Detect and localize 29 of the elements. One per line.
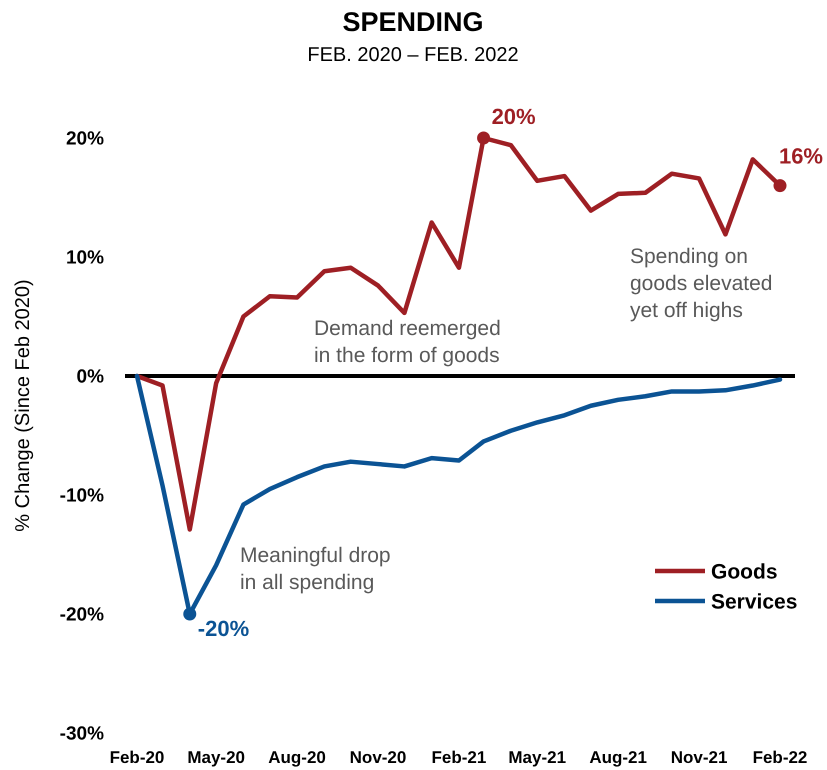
point bbox=[477, 132, 490, 144]
y-axis-title: % Change (Since Feb 2020) bbox=[12, 279, 34, 532]
x-tick-label: Feb-22 bbox=[752, 748, 808, 767]
annotation: -20% bbox=[198, 616, 250, 641]
legend-label: Goods bbox=[711, 560, 778, 584]
point bbox=[774, 179, 786, 192]
legend-label: Services bbox=[711, 590, 798, 614]
y-tick-label: 10% bbox=[66, 248, 104, 269]
x-tick-label: May-20 bbox=[187, 748, 245, 767]
y-tick-label: -20% bbox=[60, 604, 104, 626]
y-tick-label: -30% bbox=[60, 724, 104, 745]
point bbox=[183, 608, 196, 620]
x-tick-label: Feb-20 bbox=[110, 748, 164, 767]
annotation: Demand reemerged in the form of goods bbox=[314, 317, 501, 367]
x-tick-label: Feb-21 bbox=[432, 748, 486, 767]
chart-title: SPENDING bbox=[342, 7, 484, 37]
annotation: Spending on goods elevated yet off highs bbox=[630, 245, 772, 322]
y-tick-label: -10% bbox=[60, 486, 104, 507]
y-tick-label: 20% bbox=[66, 128, 104, 150]
annotation: 20% bbox=[492, 104, 536, 129]
chart-subtitle: FEB. 2020 – FEB. 2022 bbox=[307, 44, 519, 66]
x-tick-label: Nov-20 bbox=[350, 748, 406, 767]
annotation: 16% bbox=[778, 144, 823, 169]
annotation: Meaningful drop in all spending bbox=[240, 544, 391, 594]
x-tick-label: Aug-21 bbox=[589, 748, 647, 767]
x-tick-label: Nov-21 bbox=[670, 748, 728, 767]
x-tick-label: Aug-20 bbox=[268, 748, 326, 767]
y-tick-label: 0% bbox=[76, 366, 104, 388]
x-tick-label: May-21 bbox=[508, 748, 566, 767]
